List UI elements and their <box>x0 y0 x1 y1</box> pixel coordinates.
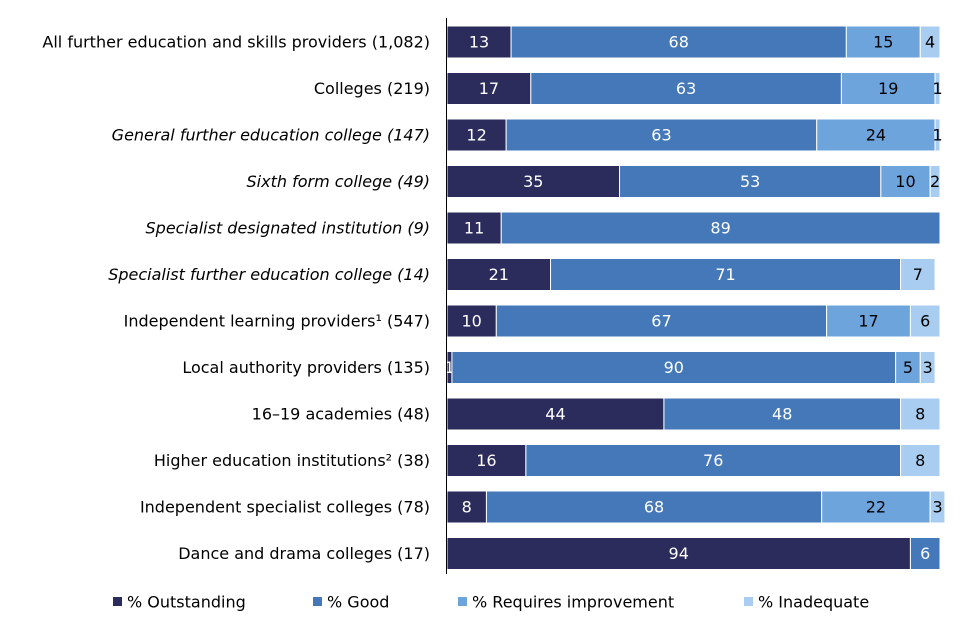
data-label: 13 <box>469 33 489 52</box>
data-label: 90 <box>664 358 684 377</box>
bar-segment <box>663 397 902 431</box>
bar-segment <box>929 165 941 198</box>
legend-swatch <box>113 597 122 606</box>
bar-segment <box>934 72 941 105</box>
bar-segment <box>900 258 936 291</box>
bar-segment <box>816 118 936 152</box>
bar-segment <box>485 490 823 524</box>
legend-swatch <box>744 597 753 606</box>
category-label: Specialist further education college (14… <box>108 265 430 284</box>
category-labels: All further education and skills provide… <box>42 33 430 564</box>
data-label: 11 <box>464 219 484 238</box>
data-label: 8 <box>462 498 472 517</box>
legend-swatch <box>458 597 467 606</box>
data-label: 2 <box>930 172 940 191</box>
bar-segment <box>446 72 532 105</box>
bar-segment <box>446 165 621 198</box>
legend-swatch <box>313 597 322 606</box>
legend-label: % Outstanding <box>127 593 246 612</box>
data-label: 94 <box>669 544 689 563</box>
data-label: 12 <box>466 126 486 145</box>
data-label: 17 <box>858 312 878 331</box>
data-label: 68 <box>669 33 689 52</box>
category-label: 16–19 academies (48) <box>252 405 430 424</box>
bar-segment <box>446 304 497 338</box>
data-label: 10 <box>461 312 481 331</box>
bar-segment <box>446 25 512 59</box>
bar-segment <box>919 25 941 59</box>
category-label: Independent learning providers¹ (547) <box>124 312 430 331</box>
bar-segment <box>495 304 828 338</box>
category-label: Sixth form college (49) <box>247 172 431 191</box>
data-label: 4 <box>925 33 935 52</box>
data-label: 22 <box>866 498 886 517</box>
data-label: 44 <box>545 405 565 424</box>
data-label: 1 <box>444 358 454 377</box>
category-label: Higher education institutions² (38) <box>154 451 430 470</box>
data-label: 19 <box>878 79 898 98</box>
category-label: Local authority providers (135) <box>182 358 430 377</box>
data-label: 71 <box>715 265 735 284</box>
category-label: All further education and skills provide… <box>42 33 430 52</box>
bar-segment <box>909 304 941 338</box>
bar-segment <box>446 258 552 291</box>
data-label: 63 <box>676 79 696 98</box>
category-label: General further education college (147) <box>112 126 430 145</box>
data-label: 35 <box>523 172 543 191</box>
data-label: 21 <box>489 265 509 284</box>
legend-label: % Good <box>327 593 389 612</box>
bar-segment <box>530 72 842 105</box>
bar-segment <box>845 25 921 59</box>
legend-label: % Requires improvement <box>472 593 674 612</box>
data-label: 6 <box>920 544 930 563</box>
category-label: Specialist designated institution (9) <box>146 219 430 238</box>
data-label: 8 <box>915 405 925 424</box>
data-label: 24 <box>866 126 886 145</box>
bar-segment <box>446 397 665 431</box>
bar-segment <box>821 490 931 524</box>
data-label: 16 <box>476 451 496 470</box>
bar-segment <box>900 397 941 431</box>
bar-segment <box>550 258 902 291</box>
bar-segment <box>900 444 941 477</box>
data-label: 53 <box>740 172 760 191</box>
legend-label: % Inadequate <box>758 593 869 612</box>
bar-segment <box>929 490 946 524</box>
category-label: Independent specialist colleges (78) <box>140 498 430 517</box>
data-label: 8 <box>915 451 925 470</box>
bar-segment <box>826 304 911 338</box>
bar-segment <box>934 118 941 152</box>
data-label: 5 <box>903 358 913 377</box>
data-label: 67 <box>651 312 671 331</box>
data-label: 3 <box>923 358 933 377</box>
bar-segment <box>505 118 818 152</box>
data-label: 68 <box>644 498 664 517</box>
data-label: 1 <box>932 126 942 145</box>
legend: % Outstanding % Good % Requires improvemen… <box>113 593 869 612</box>
data-label: 76 <box>703 451 723 470</box>
data-label: 3 <box>932 498 942 517</box>
data-label: 1 <box>932 79 942 98</box>
category-label: Colleges (219) <box>314 79 430 98</box>
category-label: Dance and drama colleges (17) <box>178 544 430 563</box>
bar-segment <box>500 211 941 245</box>
data-label: 15 <box>873 33 893 52</box>
bar-segment <box>909 537 941 570</box>
data-label: 63 <box>651 126 671 145</box>
bar-segment <box>446 118 507 152</box>
data-label: 6 <box>920 312 930 331</box>
bar-segment <box>840 72 936 105</box>
bar-segment <box>510 25 847 59</box>
data-label: 10 <box>895 172 915 191</box>
data-label: 48 <box>772 405 792 424</box>
data-label: 7 <box>913 265 923 284</box>
data-label: 89 <box>710 219 730 238</box>
bar-segment <box>919 351 936 384</box>
bar-segment <box>619 165 882 198</box>
data-label: 17 <box>479 79 499 98</box>
bar-segment <box>525 444 902 477</box>
